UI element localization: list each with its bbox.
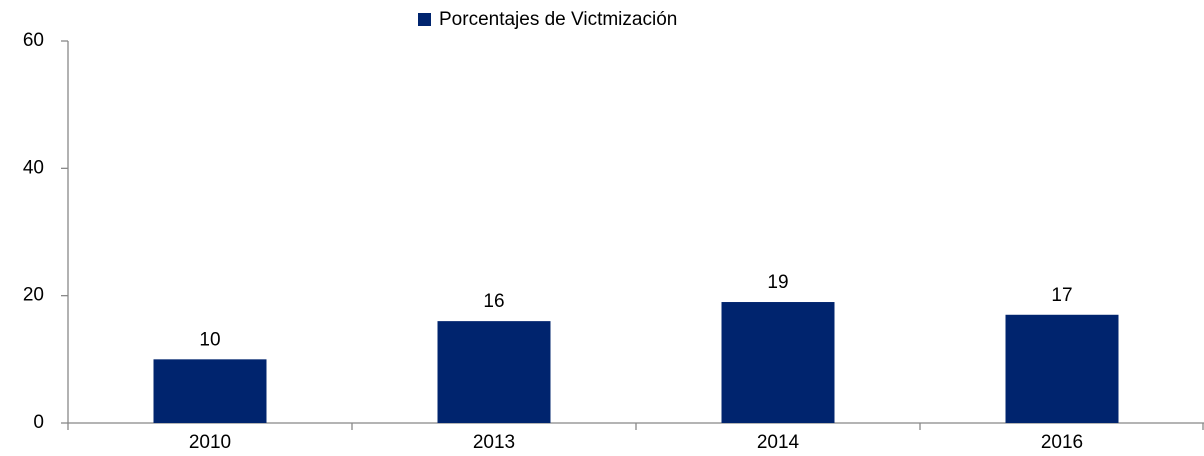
legend-label: Porcentajes de Victmización <box>439 9 677 30</box>
legend-swatch <box>418 13 431 26</box>
y-tick-label: 0 <box>33 412 44 433</box>
x-tick-label: 2010 <box>189 432 231 453</box>
bar <box>437 321 551 423</box>
x-tick-label: 2014 <box>757 432 800 453</box>
data-label: 19 <box>767 272 788 293</box>
y-tick-label: 60 <box>23 30 44 51</box>
bar <box>721 302 835 423</box>
data-label: 16 <box>483 291 504 312</box>
x-tick-label: 2013 <box>473 432 515 453</box>
x-tick-label: 2016 <box>1041 432 1083 453</box>
bar <box>153 359 267 423</box>
data-label: 17 <box>1051 285 1072 306</box>
y-tick-label: 40 <box>23 157 44 178</box>
bar <box>1005 314 1119 423</box>
y-tick-label: 20 <box>23 285 44 306</box>
data-label: 10 <box>199 329 220 350</box>
